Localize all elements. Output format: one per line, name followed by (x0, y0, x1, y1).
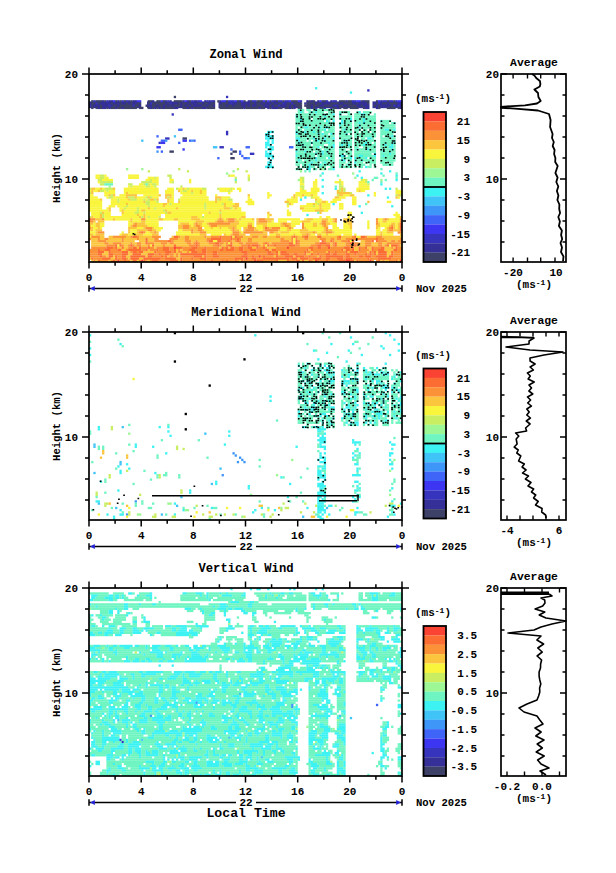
svg-text:21: 21 (457, 373, 471, 385)
svg-text:22: 22 (239, 283, 252, 295)
svg-text:0: 0 (399, 786, 406, 798)
svg-text:4: 4 (138, 786, 145, 798)
svg-text:1.5: 1.5 (457, 668, 477, 680)
svg-text:15: 15 (457, 391, 471, 403)
svg-text:-0.5: -0.5 (451, 705, 478, 717)
svg-text:-4: -4 (500, 525, 514, 537)
svg-text:-15: -15 (450, 229, 470, 241)
svg-text:10: 10 (486, 432, 499, 444)
svg-text:10: 10 (549, 267, 562, 279)
svg-text:2.5: 2.5 (457, 649, 477, 661)
svg-text:-9: -9 (457, 210, 470, 222)
svg-text:20: 20 (65, 583, 78, 595)
svg-text:10: 10 (65, 174, 78, 186)
svg-text:Vertical Wind: Vertical Wind (198, 562, 293, 576)
svg-text:21: 21 (457, 116, 471, 128)
svg-text:20: 20 (65, 69, 78, 81)
svg-text:16: 16 (291, 272, 304, 284)
svg-text:0: 0 (399, 272, 406, 284)
svg-text:10: 10 (65, 688, 78, 700)
svg-text:20: 20 (343, 530, 356, 542)
svg-text:8: 8 (190, 272, 197, 284)
svg-text:Height (km): Height (km) (51, 391, 63, 461)
svg-text:(ms-1): (ms-1) (415, 92, 451, 105)
svg-text:(ms-1): (ms-1) (516, 536, 552, 549)
svg-text:(ms-1): (ms-1) (516, 278, 552, 291)
svg-text:20: 20 (486, 69, 499, 81)
svg-text:-3: -3 (457, 448, 471, 460)
svg-text:20: 20 (343, 272, 356, 284)
svg-text:Height (km): Height (km) (51, 133, 63, 203)
svg-text:-21: -21 (450, 504, 470, 516)
svg-text:-9: -9 (457, 466, 470, 478)
svg-text:22: 22 (239, 541, 252, 553)
svg-text:10: 10 (65, 432, 78, 444)
svg-text:Nov 2025: Nov 2025 (416, 541, 467, 553)
svg-text:20: 20 (486, 327, 499, 339)
svg-text:Average: Average (510, 57, 558, 69)
svg-text:10: 10 (486, 174, 499, 186)
svg-text:-21: -21 (450, 247, 470, 259)
svg-text:4: 4 (138, 530, 145, 542)
svg-text:Local Time: Local Time (206, 806, 285, 821)
svg-text:9: 9 (463, 154, 470, 166)
svg-text:(ms-1): (ms-1) (516, 792, 552, 805)
svg-text:9: 9 (463, 410, 470, 422)
svg-text:-20: -20 (503, 267, 523, 279)
svg-text:0: 0 (86, 530, 93, 542)
svg-text:0: 0 (399, 530, 406, 542)
svg-text:Nov 2025: Nov 2025 (416, 283, 467, 295)
svg-text:10: 10 (486, 688, 499, 700)
svg-text:(ms-1): (ms-1) (415, 606, 451, 619)
svg-text:3.5: 3.5 (457, 630, 477, 642)
svg-text:(ms-1): (ms-1) (415, 349, 451, 362)
svg-text:6: 6 (556, 525, 563, 537)
svg-text:3: 3 (463, 429, 470, 441)
svg-text:-0.2: -0.2 (494, 781, 520, 793)
svg-text:0: 0 (86, 272, 93, 284)
svg-text:Nov 2025: Nov 2025 (416, 797, 467, 809)
svg-text:0.5: 0.5 (457, 686, 477, 698)
svg-text:15: 15 (457, 135, 471, 147)
svg-text:Zonal Wind: Zonal Wind (209, 48, 282, 62)
svg-text:-3.5: -3.5 (451, 761, 478, 773)
svg-text:-2.5: -2.5 (451, 743, 478, 755)
svg-text:16: 16 (291, 786, 304, 798)
svg-text:Height (km): Height (km) (51, 647, 63, 717)
svg-text:3: 3 (463, 172, 470, 184)
svg-text:Meridional Wind: Meridional Wind (191, 306, 301, 320)
svg-text:20: 20 (486, 583, 499, 595)
svg-text:Average: Average (510, 315, 558, 327)
svg-text:-3: -3 (457, 191, 471, 203)
svg-text:20: 20 (343, 786, 356, 798)
svg-text:8: 8 (190, 530, 197, 542)
svg-text:0: 0 (86, 786, 93, 798)
svg-text:-15: -15 (450, 485, 470, 497)
svg-text:Average: Average (510, 571, 558, 583)
svg-text:16: 16 (291, 530, 304, 542)
svg-text:8: 8 (190, 786, 197, 798)
svg-text:4: 4 (138, 272, 145, 284)
svg-text:20: 20 (65, 327, 78, 339)
svg-text:-1.5: -1.5 (451, 724, 478, 736)
